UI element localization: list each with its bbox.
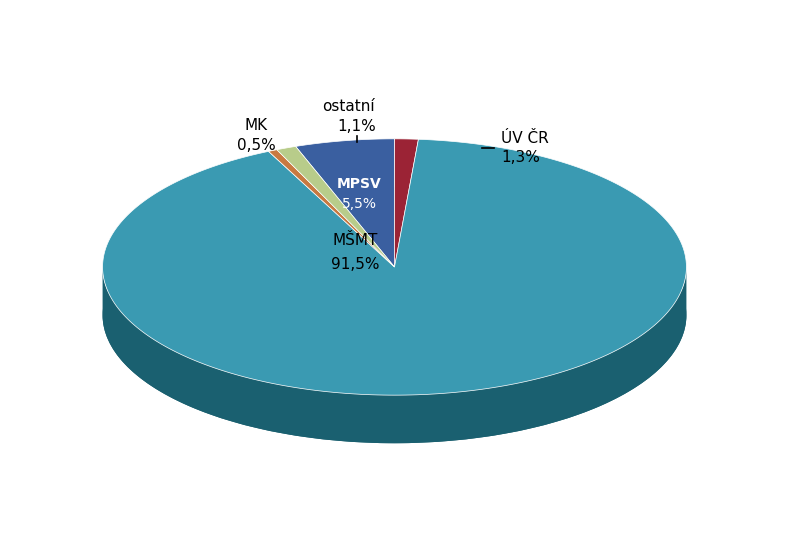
Text: 0,5%: 0,5% [237, 138, 276, 153]
Text: 1,1%: 1,1% [337, 119, 376, 134]
Text: 5,5%: 5,5% [342, 197, 376, 211]
Text: MŠMT: MŠMT [332, 233, 378, 248]
Ellipse shape [103, 187, 686, 443]
Text: 1,3%: 1,3% [501, 150, 540, 165]
Text: ostatní: ostatní [323, 99, 375, 114]
Polygon shape [268, 150, 394, 267]
Text: MPSV: MPSV [337, 177, 381, 191]
Polygon shape [103, 269, 686, 443]
Text: ÚV ČR: ÚV ČR [501, 131, 549, 146]
Text: MK: MK [245, 118, 268, 133]
Text: 91,5%: 91,5% [331, 257, 380, 272]
Polygon shape [296, 139, 394, 267]
Polygon shape [103, 139, 686, 395]
Polygon shape [394, 139, 418, 267]
Polygon shape [277, 146, 394, 267]
